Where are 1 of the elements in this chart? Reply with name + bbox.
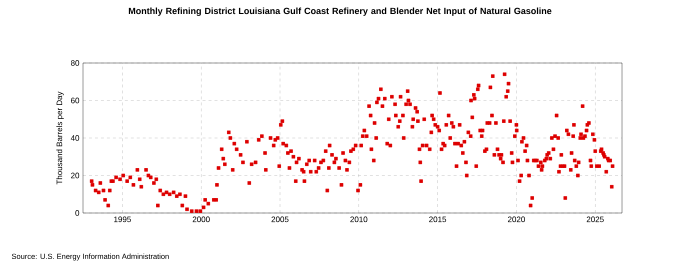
- chart-title: Monthly Refining District Louisiana Gulf Coast Refinery and Blender Net Input of Natural Gasoline: [128, 8, 552, 16]
